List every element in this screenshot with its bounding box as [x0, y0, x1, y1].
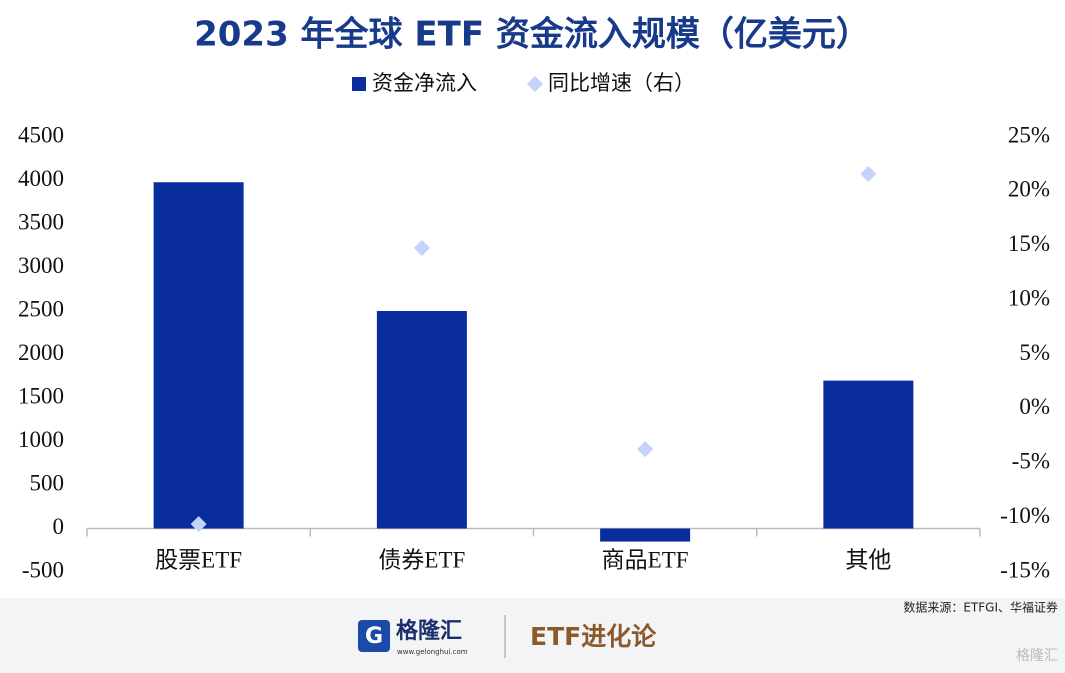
legend-label: 同比增速（右）	[548, 71, 695, 95]
y-tick-label: 2000	[18, 340, 64, 365]
chart-title: 2023 年全球 ETF 资金流入规模（亿美元）	[194, 15, 870, 55]
x-tick-label: 其他	[845, 547, 891, 572]
y-tick-label: 0	[53, 514, 65, 539]
y-tick-label: 1500	[18, 383, 64, 408]
y-tick-label: 3000	[18, 253, 64, 278]
bar	[600, 528, 691, 542]
logo-url: www.gelonghui.com	[397, 648, 468, 656]
x-tick-label: 商品ETF	[602, 547, 689, 572]
bar	[823, 380, 914, 529]
logo-icon	[358, 620, 390, 652]
legend-label: 资金净流入	[372, 71, 477, 95]
y-tick-label: 4500	[18, 122, 64, 147]
column-name: ETF进化论	[530, 622, 657, 651]
point	[190, 516, 207, 533]
y2-tick-label: 15%	[1008, 231, 1050, 256]
source-note: 数据来源：ETFGI、华福证券	[903, 600, 1058, 615]
y2-tick-label: 5%	[1019, 340, 1050, 365]
point	[637, 441, 654, 458]
y2-tick-label: 0%	[1019, 394, 1050, 419]
legend-marker	[527, 76, 543, 92]
point	[413, 239, 430, 256]
bar	[153, 182, 244, 529]
bar	[376, 311, 467, 529]
y2-tick-label: -15%	[1000, 557, 1050, 582]
logo-glyph: G	[365, 624, 383, 649]
logo-text: 格隆汇	[396, 618, 462, 644]
y-tick-label: 3500	[18, 209, 64, 234]
y-tick-label: 500	[30, 470, 65, 495]
y2-tick-label: 10%	[1008, 285, 1050, 310]
point	[860, 165, 877, 182]
y2-tick-label: -10%	[1000, 503, 1050, 528]
x-tick-label: 债券ETF	[378, 547, 465, 572]
y2-tick-label: -5%	[1012, 449, 1050, 474]
x-tick-label: 股票ETF	[155, 547, 242, 572]
y-tick-label: 4000	[18, 166, 64, 191]
y-tick-label: 2500	[18, 296, 64, 321]
footer-band	[0, 598, 1065, 673]
watermark: 格隆汇	[1016, 648, 1058, 664]
legend-marker	[352, 77, 366, 91]
y2-tick-label: 25%	[1008, 122, 1050, 147]
y-tick-label: 1000	[18, 427, 64, 452]
y-tick-label: -500	[22, 557, 64, 582]
y2-tick-label: 20%	[1008, 177, 1050, 202]
